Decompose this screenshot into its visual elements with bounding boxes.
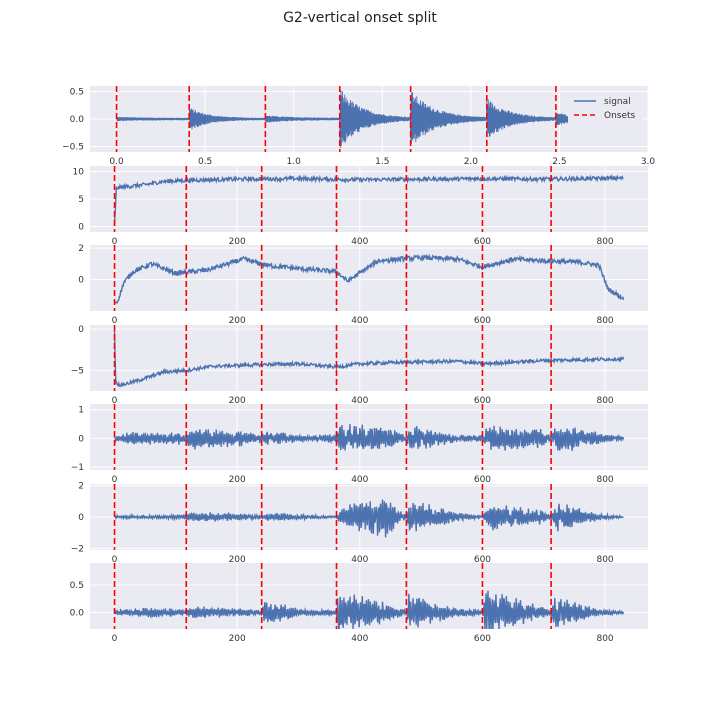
y-tick-label: 0.0 — [70, 609, 85, 619]
subplot-2: 0 200 400 600 800 0 5 10 — [73, 166, 648, 247]
x-tick-label: 0 — [112, 316, 118, 326]
x-tick-label: 1.5 — [375, 157, 389, 167]
y-tick-label: 0.5 — [70, 88, 84, 98]
y-tick-label: −5 — [71, 366, 84, 376]
subplot-7: 0 200 400 600 800 0.0 0.5 — [70, 563, 648, 644]
y-tick-label: 0 — [78, 434, 84, 444]
x-tick-label: 2.5 — [552, 157, 566, 167]
y-tick-label: 0 — [78, 325, 84, 335]
x-tick-label: 200 — [229, 237, 246, 247]
plot-area — [90, 245, 648, 311]
x-tick-label: 1.0 — [287, 157, 302, 167]
x-tick-label: 0.5 — [198, 157, 212, 167]
signal-line — [113, 330, 625, 388]
x-tick-label: 600 — [474, 475, 491, 485]
subplot-3: 0 200 400 600 800 0 2 — [78, 244, 648, 326]
x-tick-label: 600 — [474, 555, 491, 565]
y-tick-label: −2 — [71, 544, 84, 554]
legend: signal Onsets — [568, 92, 642, 124]
plot-area — [90, 325, 648, 391]
x-tick-label: 800 — [596, 237, 613, 247]
x-tick-label: 400 — [351, 396, 368, 406]
x-tick-label: 3.0 — [641, 157, 656, 167]
subplot-1: 0.0 0.5 1.0 1.5 2.0 2.5 3.0 −0.5 0.0 0.5 signal Ons… — [62, 86, 655, 167]
x-tick-label: 800 — [596, 396, 613, 406]
signal-line — [114, 253, 625, 305]
signal-line — [114, 499, 624, 538]
signal-line — [116, 90, 628, 149]
x-tick-label: 800 — [596, 555, 613, 565]
x-tick-label: 600 — [474, 396, 491, 406]
x-tick-label: 0 — [112, 555, 118, 565]
x-tick-label: 200 — [229, 555, 246, 565]
x-tick-label: 0 — [112, 237, 118, 247]
y-tick-label: −0.5 — [62, 143, 84, 153]
x-tick-label: 200 — [229, 316, 246, 326]
y-tick-label: 1 — [78, 406, 84, 416]
legend-signal-label: signal — [604, 97, 631, 107]
x-tick-label: 600 — [474, 634, 491, 644]
x-tick-label: 200 — [229, 634, 246, 644]
y-tick-label: 10 — [73, 168, 85, 178]
x-tick-label: 400 — [351, 555, 368, 565]
y-tick-label: 2 — [78, 244, 84, 254]
subplot-6: 0 200 400 600 800 −2 0 2 — [71, 482, 648, 565]
y-tick-label: 5 — [78, 195, 84, 205]
y-tick-label: 0.5 — [70, 581, 84, 591]
x-tick-label: 0.0 — [109, 157, 124, 167]
x-tick-label: 400 — [351, 475, 368, 485]
y-tick-label: 2 — [78, 482, 84, 492]
x-tick-label: 200 — [229, 475, 246, 485]
subplot-4: 0 200 400 600 800 −5 0 — [71, 325, 648, 406]
x-tick-label: 800 — [596, 316, 613, 326]
x-tick-label: 400 — [351, 316, 368, 326]
x-tick-label: 600 — [474, 316, 491, 326]
x-tick-label: 2.0 — [464, 157, 479, 167]
signal-line — [113, 424, 625, 451]
y-tick-label: 0 — [78, 223, 84, 233]
y-tick-label: 0 — [78, 276, 84, 286]
subplot-5: 0 200 400 600 800 −1 0 1 — [71, 404, 648, 485]
x-tick-label: 600 — [474, 237, 491, 247]
x-tick-label: 400 — [351, 237, 368, 247]
x-tick-label: 800 — [596, 634, 613, 644]
y-tick-label: −1 — [71, 463, 84, 473]
x-tick-label: 200 — [229, 396, 246, 406]
x-tick-label: 0 — [112, 396, 118, 406]
x-tick-label: 0 — [112, 475, 118, 485]
x-tick-label: 400 — [351, 634, 368, 644]
x-tick-label: 0 — [112, 634, 118, 644]
y-tick-label: 0.0 — [70, 115, 85, 125]
legend-onsets-label: Onsets — [604, 111, 636, 121]
signal-line — [113, 173, 624, 225]
x-tick-label: 800 — [596, 475, 613, 485]
signal-line — [113, 590, 625, 629]
y-tick-label: 0 — [78, 513, 84, 523]
figure-title: G2-vertical onset split — [283, 10, 437, 26]
legend-box — [568, 92, 642, 124]
